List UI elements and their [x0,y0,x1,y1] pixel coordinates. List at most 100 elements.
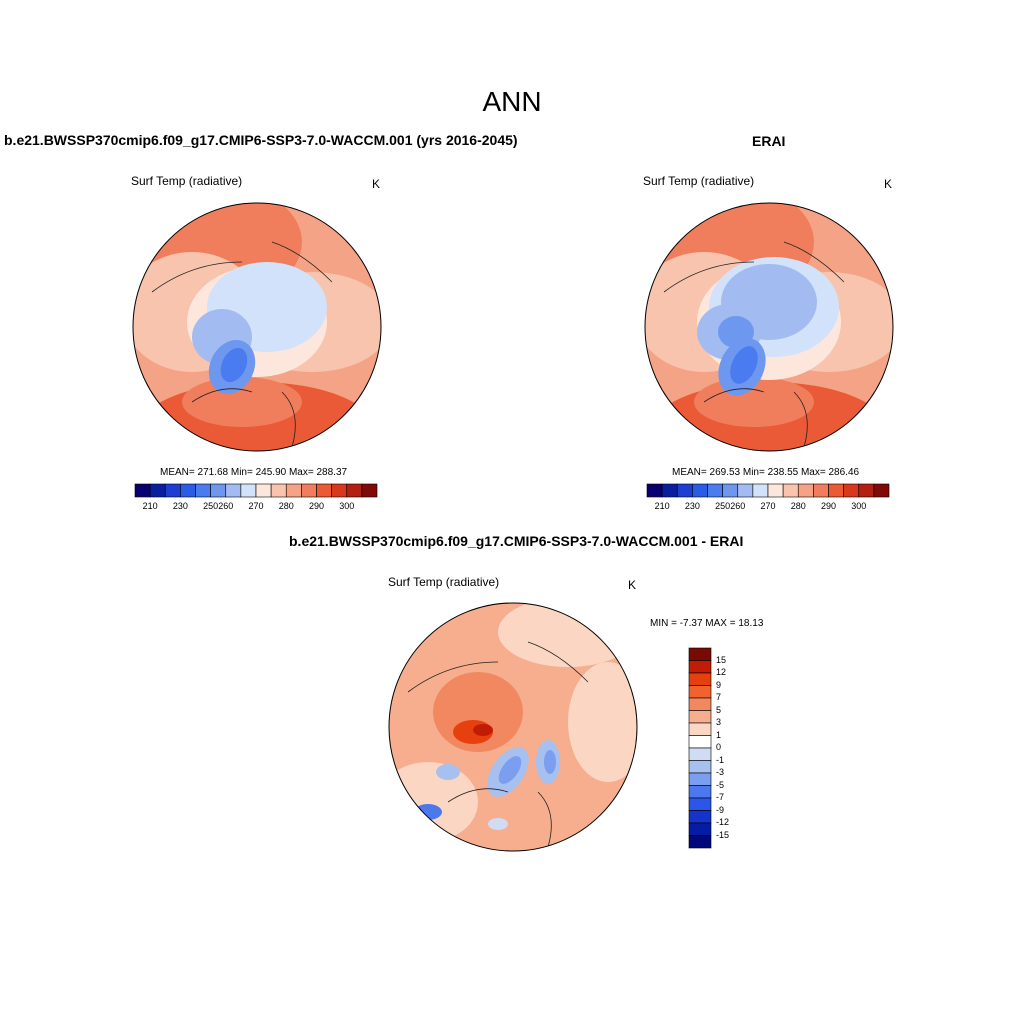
model-case-title: b.e21.BWSSP370cmip6.f09_g17.CMIP6-SSP3-7… [4,132,518,148]
obs-colorbar-tick-label: 260 [730,501,746,511]
model-colorbar-ticks: 210 230 250 260 270 280 290 300 [135,501,377,513]
obs-colorbar-box [843,483,860,498]
diff-colorbar-box [688,835,712,849]
obs-colorbar-box [752,483,769,498]
diff-colorbar-box [688,697,712,711]
obs-colorbar-box [828,483,844,498]
diff-colorbar-box [688,685,712,699]
model-colorbar [134,483,378,498]
model-colorbar-box [255,483,272,498]
obs-colorbar-box [692,483,708,498]
obs-colorbar-box [873,483,890,498]
diff-colorbar-tick-label: 7 [716,692,722,702]
model-colorbar-tick-label: 290 [308,501,325,511]
diff-case-title: b.e21.BWSSP370cmip6.f09_g17.CMIP6-SSP3-7… [289,533,744,549]
obs-stats: MEAN= 269.53 Min= 238.55 Max= 286.46 [672,467,860,478]
obs-colorbar [646,483,890,498]
diff-colorbar-box [688,760,712,774]
diff-colorbar-ticks: 15 12 9 7 5 3 1 0 -1 -3 -5 -7 -9 -12 -15 [716,648,746,848]
diff-units-label: K [628,578,637,592]
model-colorbar-tick-label: 250 [203,501,219,511]
diff-colorbar-box [688,822,712,836]
obs-colorbar-box [813,483,829,498]
diff-colorbar-box [688,735,712,749]
diff-colorbar-box [688,647,712,661]
model-colorbar-box [331,483,348,498]
diff-colorbar-tick-label: -9 [716,804,725,815]
model-colorbar-box [346,483,363,498]
model-colorbar-box [195,483,211,498]
model-colorbar-box [270,483,287,498]
model-colorbar-box [164,483,181,498]
obs-colorbar-box [782,483,799,498]
obs-colorbar-tick-label: 250 [715,501,731,511]
diff-colorbar-tick-label: 3 [716,717,722,727]
model-colorbar-tick-label: 260 [218,501,234,511]
model-colorbar-tick-label: 270 [248,501,264,511]
diff-colorbar-box [688,660,712,674]
diff-colorbar-tick-label: -5 [716,779,725,790]
model-colorbar-box [180,483,196,498]
model-units-label: K [372,177,381,191]
model-variable-label: Surf Temp (radiative) [131,174,243,188]
model-colorbar-box [134,483,151,498]
model-colorbar-box [301,483,317,498]
diff-colorbar-box [688,722,712,736]
model-colorbar-box [361,483,378,498]
obs-colorbar-box [676,483,693,498]
diff-colorbar-box [688,810,712,824]
model-colorbar-box [240,483,257,498]
diff-colorbar [688,647,712,849]
diff-colorbar-tick-label: 9 [716,679,722,690]
diff-colorbar-box [688,747,712,761]
diff-colorbar-box [688,672,712,686]
diff-colorbar-box [688,710,712,724]
diff-colorbar-tick-label: 1 [716,729,722,740]
model-colorbar-box [149,483,166,498]
model-stats: MEAN= 271.68 Min= 245.90 Max= 288.37 [160,467,348,478]
obs-colorbar-box [722,483,739,498]
obs-colorbar-box [707,483,723,498]
obs-colorbar-tick-label: 210 [654,501,670,511]
model-colorbar-box [316,483,332,498]
obs-colorbar-box [858,483,875,498]
diff-colorbar-tick-label: -1 [716,754,725,765]
obs-colorbar-tick-label: 270 [760,501,776,511]
diff-colorbar-tick-label: -3 [716,767,725,777]
obs-colorbar-tick-label: 290 [820,501,837,511]
obs-colorbar-box [737,483,754,498]
model-polar-map [132,202,382,452]
model-colorbar-box [225,483,242,498]
model-colorbar-tick-label: 300 [339,501,355,511]
obs-colorbar-box [646,483,663,498]
diff-colorbar-tick-label: -7 [716,792,725,802]
obs-colorbar-box [661,483,678,498]
obs-case-title: ERAI [752,133,786,149]
model-colorbar-box [285,483,302,498]
diff-stats: MIN = -7.37 MAX = 18.13 [650,618,764,629]
diff-colorbar-box [688,785,712,799]
model-colorbar-tick-label: 280 [278,501,294,511]
obs-colorbar-tick-label: 230 [684,501,700,511]
diff-colorbar-tick-label: 12 [716,667,727,677]
obs-colorbar-ticks: 210 230 250 260 270 280 290 300 [647,501,889,513]
obs-polar-map [644,202,894,452]
diff-variable-label: Surf Temp (radiative) [388,575,500,589]
diff-colorbar-tick-label: -15 [716,829,730,840]
diff-colorbar-tick-label: -12 [716,817,730,827]
obs-colorbar-tick-label: 280 [790,501,806,511]
obs-units-label: K [884,177,893,191]
obs-colorbar-box [767,483,784,498]
figure-title: ANN [482,86,542,117]
model-colorbar-tick-label: 210 [142,501,158,511]
diff-colorbar-box [688,772,712,786]
diff-colorbar-tick-label: 0 [716,742,722,752]
model-colorbar-tick-label: 230 [172,501,188,511]
diff-colorbar-tick-label: 5 [716,704,722,715]
obs-variable-label: Surf Temp (radiative) [643,174,755,188]
diff-colorbar-box [688,797,712,811]
obs-colorbar-tick-label: 300 [851,501,867,511]
diff-polar-map [388,602,638,852]
diff-colorbar-tick-label: 15 [716,654,727,665]
model-colorbar-box [210,483,227,498]
